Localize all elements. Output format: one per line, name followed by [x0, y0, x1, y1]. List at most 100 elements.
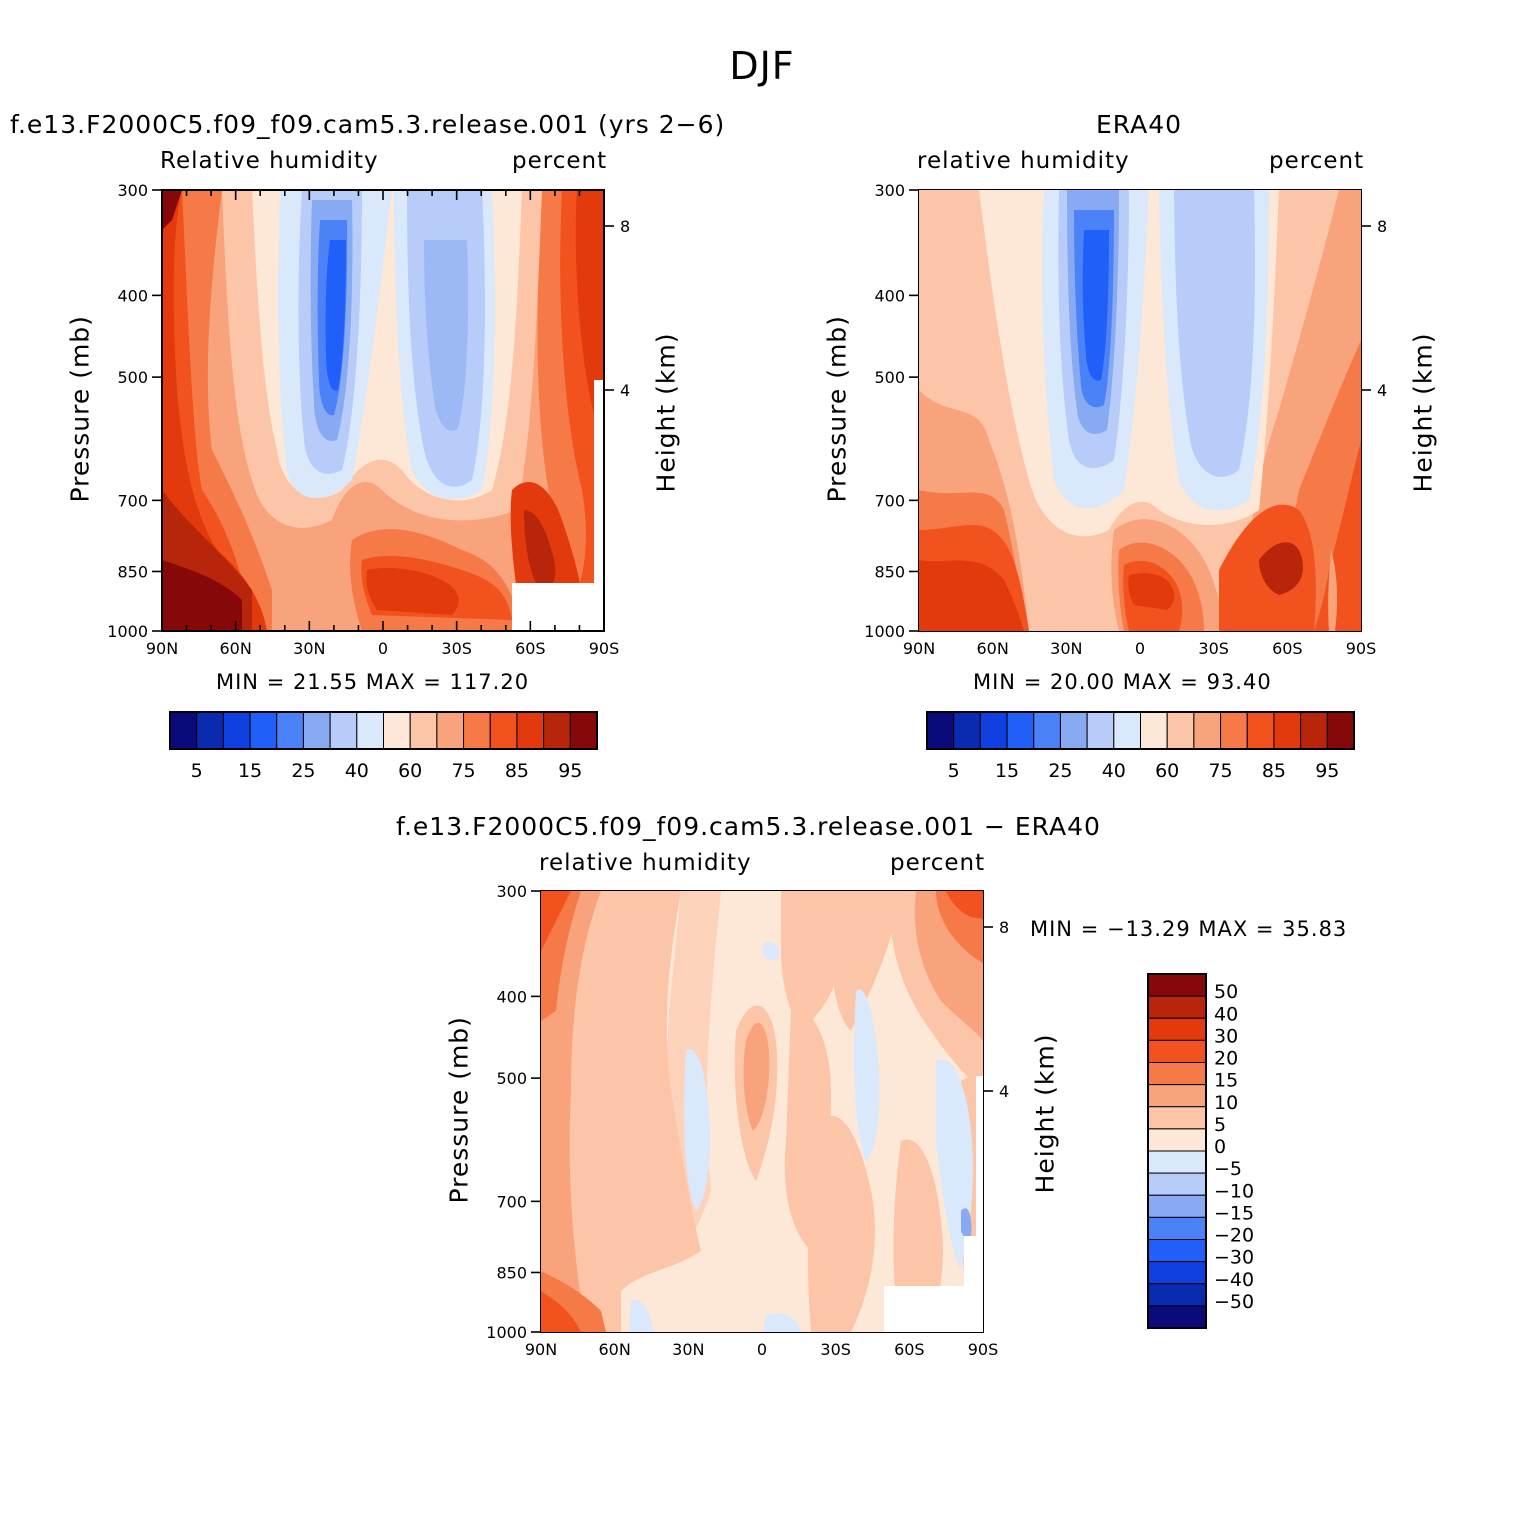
y-tick-label: 400 — [874, 286, 905, 305]
colorbar-cell — [1300, 711, 1328, 750]
colorbar-cell — [569, 711, 598, 750]
colorbar-cell — [1086, 711, 1115, 750]
y-tick-label: 700 — [496, 1192, 527, 1211]
x-tick-label: 90N — [525, 1340, 557, 1359]
y-tick-label: 400 — [496, 987, 527, 1006]
colorbar-cell — [1147, 1261, 1207, 1285]
y-tick-label: 700 — [874, 491, 905, 510]
colorbar-cell — [953, 711, 981, 750]
colorbar-label: 60 — [1155, 760, 1179, 782]
x-tick-label: 30S — [1198, 639, 1229, 658]
y-tick-label: 300 — [496, 882, 527, 901]
colorbar-cell — [543, 711, 571, 750]
y-tick-label: 300 — [874, 181, 905, 200]
panel1-plot-area — [162, 190, 604, 631]
colorbar-cell — [979, 711, 1008, 750]
colorbar-cell — [1147, 1039, 1207, 1063]
colorbar-label: 15 — [238, 760, 262, 782]
colorbar-label: 75 — [1208, 760, 1232, 782]
panel1-y2label: Height (km) — [651, 332, 681, 493]
x-tick-label: 60N — [599, 1340, 631, 1359]
panel3-contour-field — [541, 891, 983, 1332]
colorbar-border — [1147, 973, 1207, 1329]
panel3-stats: MIN = −13.29 MAX = 35.83 — [1030, 917, 1348, 941]
colorbar-cell — [1147, 1128, 1207, 1152]
colorbar-cell — [276, 711, 304, 750]
panel1-contour-field — [162, 190, 604, 631]
y2-tick-label: 4 — [999, 1082, 1009, 1101]
colorbar-cell — [1273, 711, 1302, 750]
colorbar-label: −10 — [1214, 1180, 1254, 1202]
y2-tick-label: 8 — [999, 918, 1009, 937]
colorbar-label: 25 — [291, 760, 315, 782]
colorbar-label: 15 — [995, 760, 1019, 782]
y-tick-label: 500 — [496, 1069, 527, 1088]
colorbar-cell — [1166, 711, 1195, 750]
colorbar-cell — [1059, 711, 1088, 750]
panel2-contour-field — [919, 190, 1361, 631]
panel1-title: f.e13.F2000C5.f09_f09.cam5.3.release.001… — [10, 110, 726, 139]
colorbar-border — [926, 711, 1355, 750]
colorbar-label: 5 — [191, 760, 203, 782]
colorbar-label: 0 — [1214, 1136, 1226, 1158]
panel3-title: f.e13.F2000C5.f09_f09.cam5.3.release.001… — [396, 812, 1101, 841]
y-tick-label: 500 — [874, 368, 905, 387]
colorbar-label: 5 — [948, 760, 960, 782]
x-tick-label: 0 — [378, 639, 388, 658]
colorbar-cell — [1140, 711, 1168, 750]
y-tick-label: 1000 — [864, 622, 905, 641]
y-tick-label: 700 — [117, 491, 148, 510]
colorbar-label: 25 — [1048, 760, 1072, 782]
panel3-y2label: Height (km) — [1030, 1033, 1060, 1194]
panel1-right-label: percent — [512, 148, 608, 174]
x-tick-label: 90S — [589, 639, 620, 658]
panel1-colorbar: 5 15 25 40 60 75 85 95 — [169, 711, 598, 782]
panel1-left-label: Relative humidity — [160, 148, 379, 174]
colorbar-label: −40 — [1214, 1269, 1254, 1291]
panel1-stats: MIN = 21.55 MAX = 117.20 — [216, 670, 530, 694]
colorbar-cell — [249, 711, 278, 750]
colorbar-cell — [356, 711, 384, 750]
colorbar-label: −50 — [1214, 1291, 1254, 1313]
colorbar-cell — [409, 711, 438, 750]
colorbar-cell — [1147, 1062, 1207, 1086]
panel2-right-label: percent — [1269, 148, 1365, 174]
y-tick-label: 1000 — [107, 622, 148, 641]
colorbar-cell — [1326, 711, 1355, 750]
colorbar-label: 5 — [1214, 1114, 1226, 1136]
colorbar-label: 50 — [1214, 981, 1238, 1003]
panel2-colorbar: 5 15 25 40 60 75 85 95 — [926, 711, 1355, 782]
colorbar-cell — [489, 711, 518, 750]
panel3-left-label: relative humidity — [539, 850, 752, 876]
panel2-plot-area — [919, 190, 1361, 631]
colorbar-label: 20 — [1214, 1048, 1238, 1070]
panel2-stats: MIN = 20.00 MAX = 93.40 — [973, 670, 1272, 694]
x-tick-label: 30S — [441, 639, 472, 658]
x-tick-label: 30S — [820, 1340, 851, 1359]
colorbar-label: 10 — [1214, 1092, 1238, 1114]
colorbar-cell — [1246, 711, 1275, 750]
colorbar-label: −30 — [1214, 1247, 1254, 1269]
colorbar-cell — [1147, 1017, 1207, 1041]
y-tick-label: 300 — [117, 181, 148, 200]
colorbar-label: 95 — [558, 760, 582, 782]
colorbar-cell — [1147, 1305, 1207, 1329]
colorbar-cell — [329, 711, 358, 750]
colorbar-label: 85 — [505, 760, 529, 782]
y-tick-label: 850 — [496, 1263, 527, 1282]
x-tick-label: 0 — [1135, 639, 1145, 658]
colorbar-cell — [1147, 1172, 1207, 1196]
colorbar-label: 60 — [398, 760, 422, 782]
colorbar-cell — [1147, 1150, 1207, 1174]
y-tick-label: 500 — [117, 368, 148, 387]
panel3-right-label: percent — [890, 850, 986, 876]
colorbar-border — [169, 711, 598, 750]
colorbar-cell — [1220, 711, 1248, 750]
colorbar-label: 30 — [1214, 1025, 1238, 1047]
colorbar-cell — [1147, 1106, 1207, 1130]
x-tick-label: 60N — [977, 639, 1009, 658]
colorbar-cell — [463, 711, 491, 750]
colorbar-label: 75 — [451, 760, 475, 782]
colorbar-cell — [1147, 1216, 1207, 1240]
